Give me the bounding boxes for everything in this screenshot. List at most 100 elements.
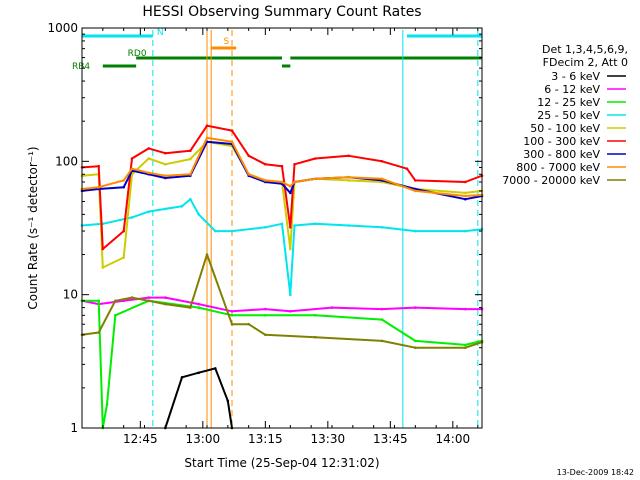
series-line-2: [82, 299, 483, 429]
x-tick-label-5: 14:00: [436, 432, 471, 446]
series-0-point-4: [226, 399, 230, 403]
series-1-point-9: [330, 306, 334, 309]
series-8-point-4: [147, 299, 150, 303]
series-3-point-10: [264, 226, 267, 229]
footer-timestamp: 13-Dec-2009 18:42: [557, 468, 634, 477]
series-2-point-10: [380, 318, 384, 321]
plot-frame: [81, 27, 483, 429]
series-5-point-5: [147, 147, 150, 150]
y-tick-label-3: 1000: [47, 21, 78, 35]
series-2-point-4: [114, 314, 117, 317]
series-7-point-7: [205, 136, 209, 140]
x-axis-label: Start Time (25-Sep-04 12:31:02): [184, 456, 379, 470]
x-tick-label-4: 13:45: [373, 432, 408, 446]
legend-label-3: 25 - 50 keV: [537, 109, 600, 122]
series-8-point-5: [164, 302, 167, 306]
legend-label-1: 6 - 12 keV: [544, 83, 600, 96]
series-4-point-19: [464, 191, 467, 195]
series-2-point-1: [97, 299, 100, 303]
series-3-point-15: [347, 224, 351, 227]
series-5-point-6: [164, 151, 167, 155]
series-8-point-2: [114, 299, 117, 303]
series-3-point-4: [164, 207, 167, 211]
series-7-point-18: [464, 194, 467, 198]
series-8-point-12: [380, 339, 384, 343]
series-line-3: [81, 198, 483, 296]
series-5-point-12: [280, 164, 284, 168]
chart-title: HESSI Observing Summary Count Rates: [142, 4, 421, 20]
series-2-point-3: [105, 403, 109, 406]
series-2-point-7: [230, 314, 234, 317]
series-5-point-8: [205, 124, 209, 127]
series-8-point-10: [264, 333, 267, 337]
series-1-point-8: [289, 310, 292, 313]
series-4-point-13: [289, 247, 292, 251]
series-7-point-12: [289, 185, 292, 188]
y-tick-label-0: 1: [70, 421, 78, 435]
series-1-point-12: [464, 307, 467, 311]
axes: [81, 27, 483, 429]
series-6-point-12: [289, 191, 292, 195]
series-7-point-6: [189, 173, 192, 176]
series-6-point-2: [122, 185, 125, 189]
series-7-point-2: [122, 179, 125, 182]
series-5-point-14: [293, 163, 296, 166]
series-1-point-11: [414, 306, 417, 309]
series-3-point-2: [130, 216, 134, 219]
series-3-point-14: [314, 222, 317, 226]
legend: Det 1,3,4,5,6,9, FDecim 2, Att 0 3 - 6 k…: [502, 43, 628, 187]
series-5-point-9: [230, 129, 234, 132]
series-line-1: [81, 296, 482, 313]
series-3-point-12: [289, 293, 292, 297]
x-tick-label-3: 13:30: [311, 432, 346, 446]
series-5-point-18: [405, 167, 409, 170]
series-3-point-8: [214, 229, 217, 233]
series-3-point-7: [197, 213, 200, 216]
series-7-point-8: [230, 140, 234, 144]
series-1-point-10: [380, 307, 384, 311]
series-line-8: [81, 253, 483, 349]
series-3-point-17: [414, 229, 417, 233]
legend-header-line-1: Det 1,3,4,5,6,9,: [542, 43, 628, 56]
series-lines: [80, 124, 484, 430]
series-5-point-15: [314, 157, 317, 160]
series-2-point-6: [197, 306, 200, 309]
legend-label-5: 100 - 300 keV: [523, 135, 600, 148]
series-7-point-3: [130, 167, 134, 170]
legend-label-8: 7000 - 20000 keV: [502, 174, 600, 187]
series-4-point-5: [147, 157, 150, 160]
legend-header-line-2: FDecim 2, Att 0: [543, 56, 628, 69]
series-5-point-1: [97, 164, 100, 168]
series-8-point-3: [130, 296, 134, 299]
series-1-point-7: [264, 307, 267, 311]
series-7-point-10: [264, 179, 267, 182]
flag-bars: N S RD0 RB4: [72, 28, 482, 72]
axis-ticks: 12:45 13:00 13:15 13:30 13:45 14:00 1 10 100 1000: [47, 21, 482, 446]
series-3-point-5: [180, 205, 184, 208]
series-6-point-1: [97, 187, 100, 191]
series-7-point-1: [97, 185, 100, 189]
x-tick-label-0: 12:45: [123, 432, 158, 446]
series-line-6: [81, 140, 483, 201]
series-4-point-2: [101, 266, 105, 269]
series-8-point-8: [230, 322, 234, 326]
series-line-4: [81, 140, 483, 269]
series-4-point-3: [122, 256, 125, 259]
y-tick-label-1: 10: [63, 288, 78, 302]
series-5-point-7: [189, 149, 192, 153]
series-3-point-16: [380, 226, 384, 229]
series-5-point-11: [264, 163, 267, 166]
series-1-point-6: [230, 310, 234, 313]
flag-label-rb4: RB4: [72, 62, 90, 72]
series-3-point-9: [230, 229, 234, 233]
series-5-point-13: [289, 226, 292, 229]
flag-label-n: N: [157, 28, 164, 38]
series-7-point-9: [247, 173, 250, 176]
series-5-point-10: [247, 154, 250, 158]
flag-label-rd0: RD0: [128, 49, 147, 59]
series-line-5: [81, 124, 483, 250]
legend-label-7: 800 - 7000 keV: [516, 161, 600, 174]
series-3-point-18: [464, 229, 467, 233]
series-6-point-5: [164, 176, 167, 180]
